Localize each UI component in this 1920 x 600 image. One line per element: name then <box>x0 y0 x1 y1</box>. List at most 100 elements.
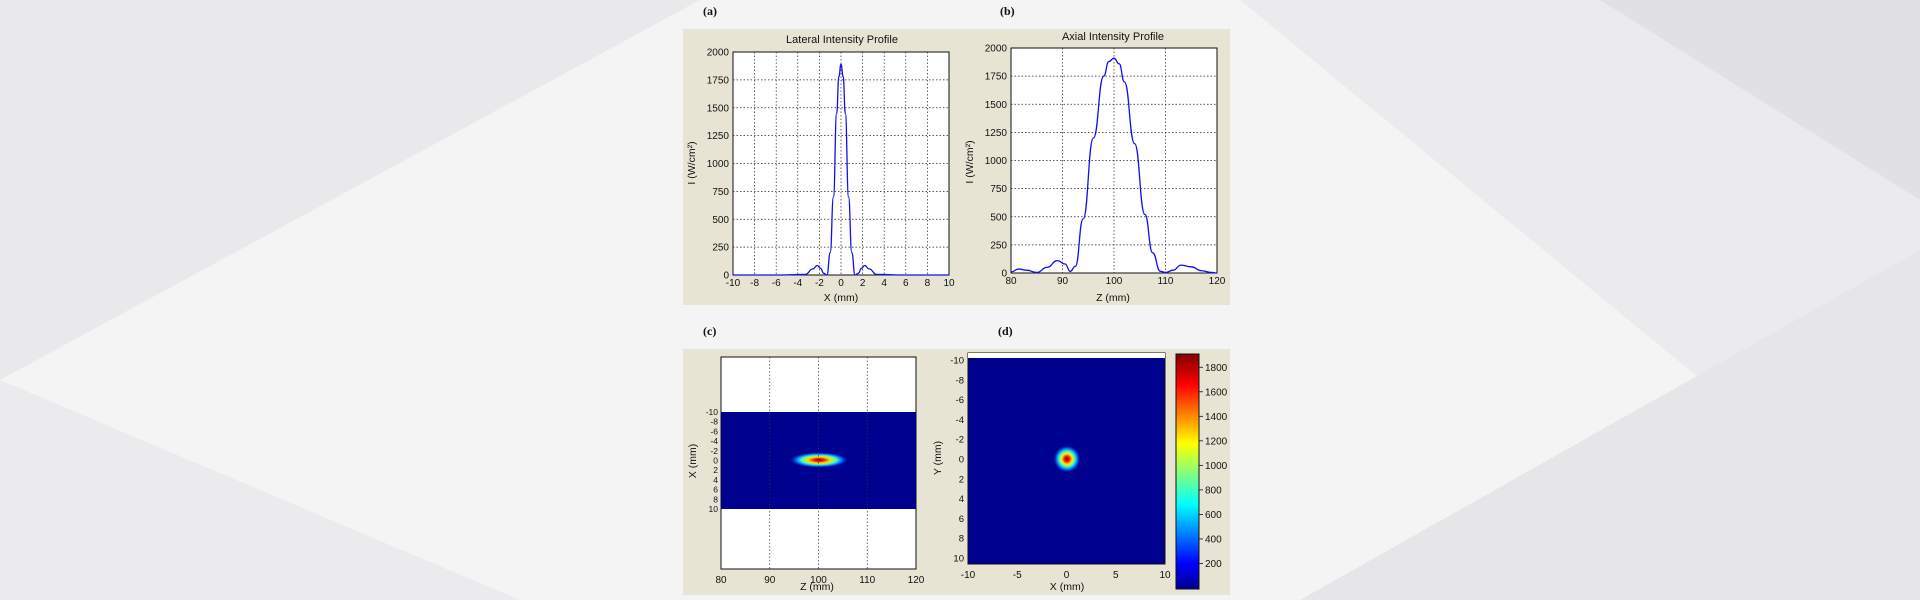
chart-d-x-tick-labels: -10 -5 0 5 10 <box>961 570 1171 581</box>
y-tick-label: 250 <box>990 240 1007 251</box>
y-tick-label: 1750 <box>707 75 730 86</box>
x-tick-label: 110 <box>1158 276 1174 287</box>
y-tick-label: 1000 <box>985 156 1008 167</box>
x-tick-label: 90 <box>764 575 776 586</box>
colorbar-tick-label: 1800 <box>1205 363 1228 374</box>
x-tick-label: 0 <box>1064 570 1070 581</box>
y-tick-label: 8 <box>959 534 964 545</box>
chart-a-title: Lateral Intensity Profile <box>786 34 898 46</box>
colorbar-tick-label: 1400 <box>1205 412 1228 423</box>
y-tick-label: -6 <box>710 426 718 436</box>
x-tick-label: -8 <box>750 278 759 289</box>
colorbar-tick-label: 400 <box>1205 534 1222 545</box>
chart-a-grid <box>733 52 949 275</box>
chart-b-y-tick-labels: 0 250 500 750 1000 1250 1500 1750 2000 <box>985 44 1008 280</box>
y-tick-label: 4 <box>959 494 964 505</box>
x-tick-label: -4 <box>793 278 802 289</box>
chart-a-y-tick-labels: 0 250 500 750 1000 1250 1500 1750 2000 <box>707 48 730 282</box>
y-tick-label: 0 <box>959 455 964 466</box>
x-tick-label: 6 <box>903 278 909 289</box>
x-tick-label: -6 <box>772 278 781 289</box>
y-tick-label: 0 <box>713 456 718 466</box>
y-tick-label: 500 <box>712 215 729 226</box>
chart-d-top-strip <box>968 353 1165 358</box>
chart-a-x-axis-label: X (mm) <box>824 292 858 304</box>
y-tick-label: 10 <box>953 554 964 565</box>
x-tick-label: 8 <box>925 278 931 289</box>
y-tick-label: 1000 <box>707 159 730 170</box>
chart-a-series-line <box>732 63 949 276</box>
chart-a-x-tick-labels: -10 -8 -6 -4 -2 0 2 4 6 8 10 <box>726 278 955 289</box>
y-tick-label: -8 <box>710 417 718 427</box>
panel-label-c: (c) <box>703 324 717 338</box>
colorbar-tick-label: 1200 <box>1205 436 1228 447</box>
chart-a-y-axis-label: I (W/cm²) <box>686 141 698 184</box>
y-tick-label: 10 <box>709 504 719 514</box>
y-tick-label: -10 <box>706 407 719 417</box>
y-tick-label: 1500 <box>985 100 1008 111</box>
x-tick-label: 120 <box>908 575 925 586</box>
y-tick-label: -10 <box>950 356 964 367</box>
y-tick-label: 2000 <box>985 44 1008 55</box>
y-tick-label: 6 <box>713 485 718 495</box>
x-tick-label: 110 <box>859 575 875 586</box>
panel-label-b: (b) <box>1000 4 1015 18</box>
chart-d-x-axis-label: X (mm) <box>1050 581 1084 593</box>
y-tick-label: 2 <box>959 474 964 485</box>
x-tick-label: 2 <box>860 278 866 289</box>
chart-d-y-axis-label: Y (mm) <box>932 441 944 475</box>
y-tick-label: -2 <box>710 446 718 456</box>
x-tick-label: 120 <box>1209 276 1226 287</box>
y-tick-label: 500 <box>990 212 1007 223</box>
y-tick-label: 6 <box>959 514 964 525</box>
y-tick-label: -2 <box>956 435 964 446</box>
x-tick-label: 90 <box>1057 276 1069 287</box>
x-tick-label: 10 <box>943 278 955 289</box>
colorbar-tick-label: 200 <box>1205 559 1222 570</box>
chart-d-colorbar-tick-labels: 200 400 600 800 1000 1200 1400 1600 1800 <box>1199 363 1228 570</box>
y-tick-label: 1500 <box>707 103 730 114</box>
y-tick-label: -8 <box>956 375 964 386</box>
y-tick-label: 4 <box>713 475 718 485</box>
y-tick-label: 1750 <box>985 72 1008 83</box>
panel-label-d: (d) <box>998 324 1013 338</box>
chart-c-focal-spot <box>789 452 849 468</box>
colorbar-tick-label: 600 <box>1205 510 1222 521</box>
chart-d-y-tick-labels: -10 -8 -6 -4 -2 0 2 4 6 8 10 <box>950 356 964 565</box>
chart-b-y-axis-label: I (W/cm²) <box>964 140 976 183</box>
y-tick-label: 0 <box>723 271 729 282</box>
chart-b-series-line <box>1010 57 1218 274</box>
y-tick-label: 1250 <box>985 128 1008 139</box>
chart-d-focal-spot <box>1053 445 1081 473</box>
colorbar-tick-label: 1600 <box>1205 387 1228 398</box>
x-tick-label: 100 <box>1106 276 1123 287</box>
chart-b-title: Axial Intensity Profile <box>1062 31 1164 43</box>
chart-c-x-tick-labels: 80 90 100 110 120 <box>715 575 924 586</box>
x-tick-label: -2 <box>815 278 824 289</box>
chart-b-x-tick-labels: 80 90 100 110 120 <box>1005 276 1225 287</box>
panel-label-a: (a) <box>703 4 717 18</box>
y-tick-label: 750 <box>990 184 1007 195</box>
chart-c-y-axis-label: X (mm) <box>687 444 699 478</box>
x-tick-label: 4 <box>881 278 887 289</box>
y-tick-label: 8 <box>713 494 718 504</box>
chart-b-grid <box>1011 48 1217 273</box>
chart-c-x-axis-label: Z (mm) <box>800 581 834 593</box>
y-tick-label: 2000 <box>707 48 730 59</box>
x-tick-label: -5 <box>1013 570 1022 581</box>
y-tick-label: 250 <box>712 243 729 254</box>
colorbar-tick-label: 800 <box>1205 485 1222 496</box>
chart-d-colorbar <box>1175 353 1200 590</box>
y-tick-label: -4 <box>956 415 964 426</box>
y-tick-label: -6 <box>956 395 964 406</box>
x-tick-label: 5 <box>1113 570 1119 581</box>
y-tick-label: -4 <box>710 436 718 446</box>
y-tick-label: 2 <box>713 465 718 475</box>
colorbar-tick-label: 1000 <box>1205 461 1228 472</box>
